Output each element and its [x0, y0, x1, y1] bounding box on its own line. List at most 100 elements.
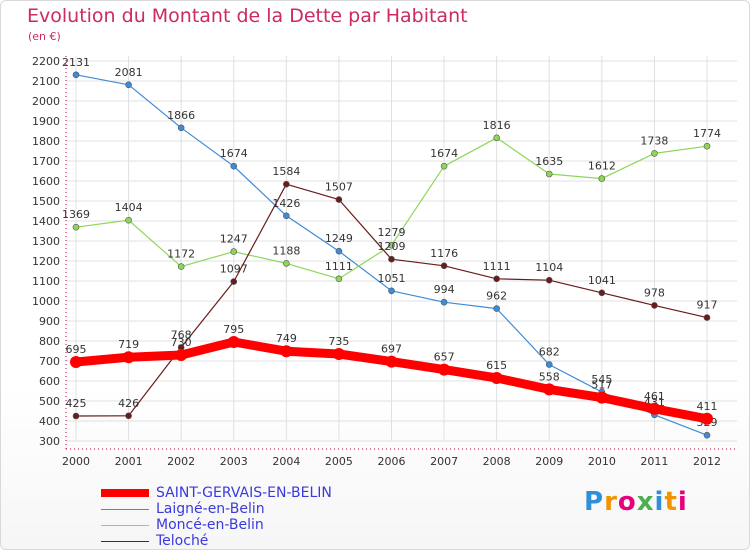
data-label: 1188	[272, 244, 300, 257]
data-point	[545, 276, 553, 284]
x-tick-label: 2003	[220, 455, 248, 468]
data-label: 411	[697, 400, 718, 413]
data-point	[177, 124, 185, 132]
data-point	[177, 263, 185, 270]
y-tick-label: 700	[39, 355, 60, 368]
data-label: 545	[591, 373, 612, 386]
data-point	[230, 278, 238, 285]
data-label: 1209	[378, 240, 406, 253]
data-label: 558	[539, 370, 560, 383]
y-tick-label: 2100	[32, 75, 60, 88]
data-label: 1041	[588, 274, 616, 287]
data-point	[545, 361, 553, 368]
y-tick-label: 800	[39, 335, 60, 348]
data-label: 1051	[378, 272, 406, 285]
data-label: 795	[223, 323, 244, 336]
y-tick-label: 2000	[32, 95, 60, 108]
y-tick-label: 1000	[32, 295, 60, 308]
data-label: 1172	[167, 248, 195, 261]
data-point	[493, 305, 500, 312]
y-tick-label: 600	[39, 375, 60, 388]
logo-letter: t	[664, 487, 678, 517]
data-point	[72, 71, 80, 79]
data-point	[440, 262, 448, 270]
x-tick-label: 2008	[483, 455, 511, 468]
chart-legend: SAINT-GERVAIS-EN-BELIN Laigné-en-Belin M…	[101, 485, 401, 549]
data-label: 615	[486, 359, 507, 372]
data-point	[72, 412, 80, 420]
data-label: 2081	[115, 66, 143, 79]
x-tick-label: 2009	[535, 455, 563, 468]
data-label: 1816	[483, 119, 511, 132]
data-point	[648, 402, 661, 415]
data-label: 697	[381, 343, 402, 356]
data-label: 962	[486, 290, 507, 303]
chart-subtitle: (en €)	[28, 30, 61, 43]
data-label: 425	[66, 397, 87, 410]
legend-item-laigne: Laigné-en-Belin	[101, 501, 401, 517]
data-point	[438, 363, 451, 376]
data-point	[283, 260, 290, 267]
data-label: 657	[434, 351, 455, 364]
data-point	[385, 355, 398, 368]
data-label: 1176	[430, 247, 458, 260]
data-label: 1369	[62, 208, 90, 221]
data-point	[598, 289, 606, 297]
data-point	[175, 349, 188, 361]
data-point	[230, 162, 238, 170]
data-point	[335, 196, 343, 203]
data-label: 1247	[220, 233, 248, 246]
x-tick-label: 2005	[325, 455, 353, 468]
x-tick-label: 2012	[693, 455, 721, 468]
data-point	[335, 247, 343, 255]
data-point	[388, 255, 395, 263]
legend-label: Moncé-en-Belin	[156, 517, 264, 533]
y-tick-label: 500	[39, 395, 60, 408]
legend-item-saint-gervais: SAINT-GERVAIS-EN-BELIN	[101, 485, 401, 501]
data-point	[280, 345, 293, 358]
y-tick-label: 1500	[32, 195, 60, 208]
data-point	[703, 314, 711, 321]
data-label: 1774	[693, 127, 721, 140]
data-label: 1674	[220, 147, 248, 160]
data-label: 2131	[62, 56, 90, 69]
logo-letter: i	[654, 487, 665, 517]
data-label: 749	[276, 332, 297, 345]
data-point	[388, 241, 395, 249]
data-point	[493, 275, 500, 283]
data-point	[651, 150, 658, 157]
y-tick-label: 2200	[32, 55, 60, 68]
legend-swatch	[101, 509, 149, 510]
y-tick-label: 900	[39, 315, 60, 328]
proxiti-logo: Proxiti	[584, 487, 688, 517]
data-point	[70, 356, 82, 368]
data-label: 768	[171, 328, 192, 341]
data-label: 517	[591, 379, 612, 392]
logo-letter: i	[677, 487, 688, 517]
y-tick-label: 1700	[32, 155, 60, 168]
data-point	[125, 216, 132, 224]
data-label: 1584	[272, 165, 300, 178]
x-tick-label: 2006	[378, 455, 406, 468]
x-tick-label: 2001	[115, 455, 143, 468]
data-point	[703, 431, 711, 439]
y-tick-label: 1900	[32, 115, 60, 128]
legend-label: Teloché	[156, 533, 209, 549]
x-tick-label: 2011	[640, 455, 668, 468]
data-label: 1866	[167, 109, 195, 122]
data-point	[230, 248, 238, 255]
legend-label: Laigné-en-Belin	[156, 501, 265, 517]
y-tick-label: 1200	[32, 255, 60, 268]
y-tick-label: 1100	[32, 275, 60, 288]
legend-swatch	[101, 489, 149, 497]
data-label: 1279	[378, 226, 406, 239]
data-label: 1249	[325, 232, 353, 245]
data-label: 1507	[325, 181, 353, 194]
logo-letter: o	[617, 487, 637, 517]
data-label: 695	[66, 343, 87, 356]
x-tick-label: 2002	[167, 455, 195, 468]
y-tick-label: 400	[39, 415, 60, 428]
data-label: 461	[644, 390, 665, 403]
data-label: 978	[644, 286, 665, 299]
data-point	[543, 383, 556, 396]
